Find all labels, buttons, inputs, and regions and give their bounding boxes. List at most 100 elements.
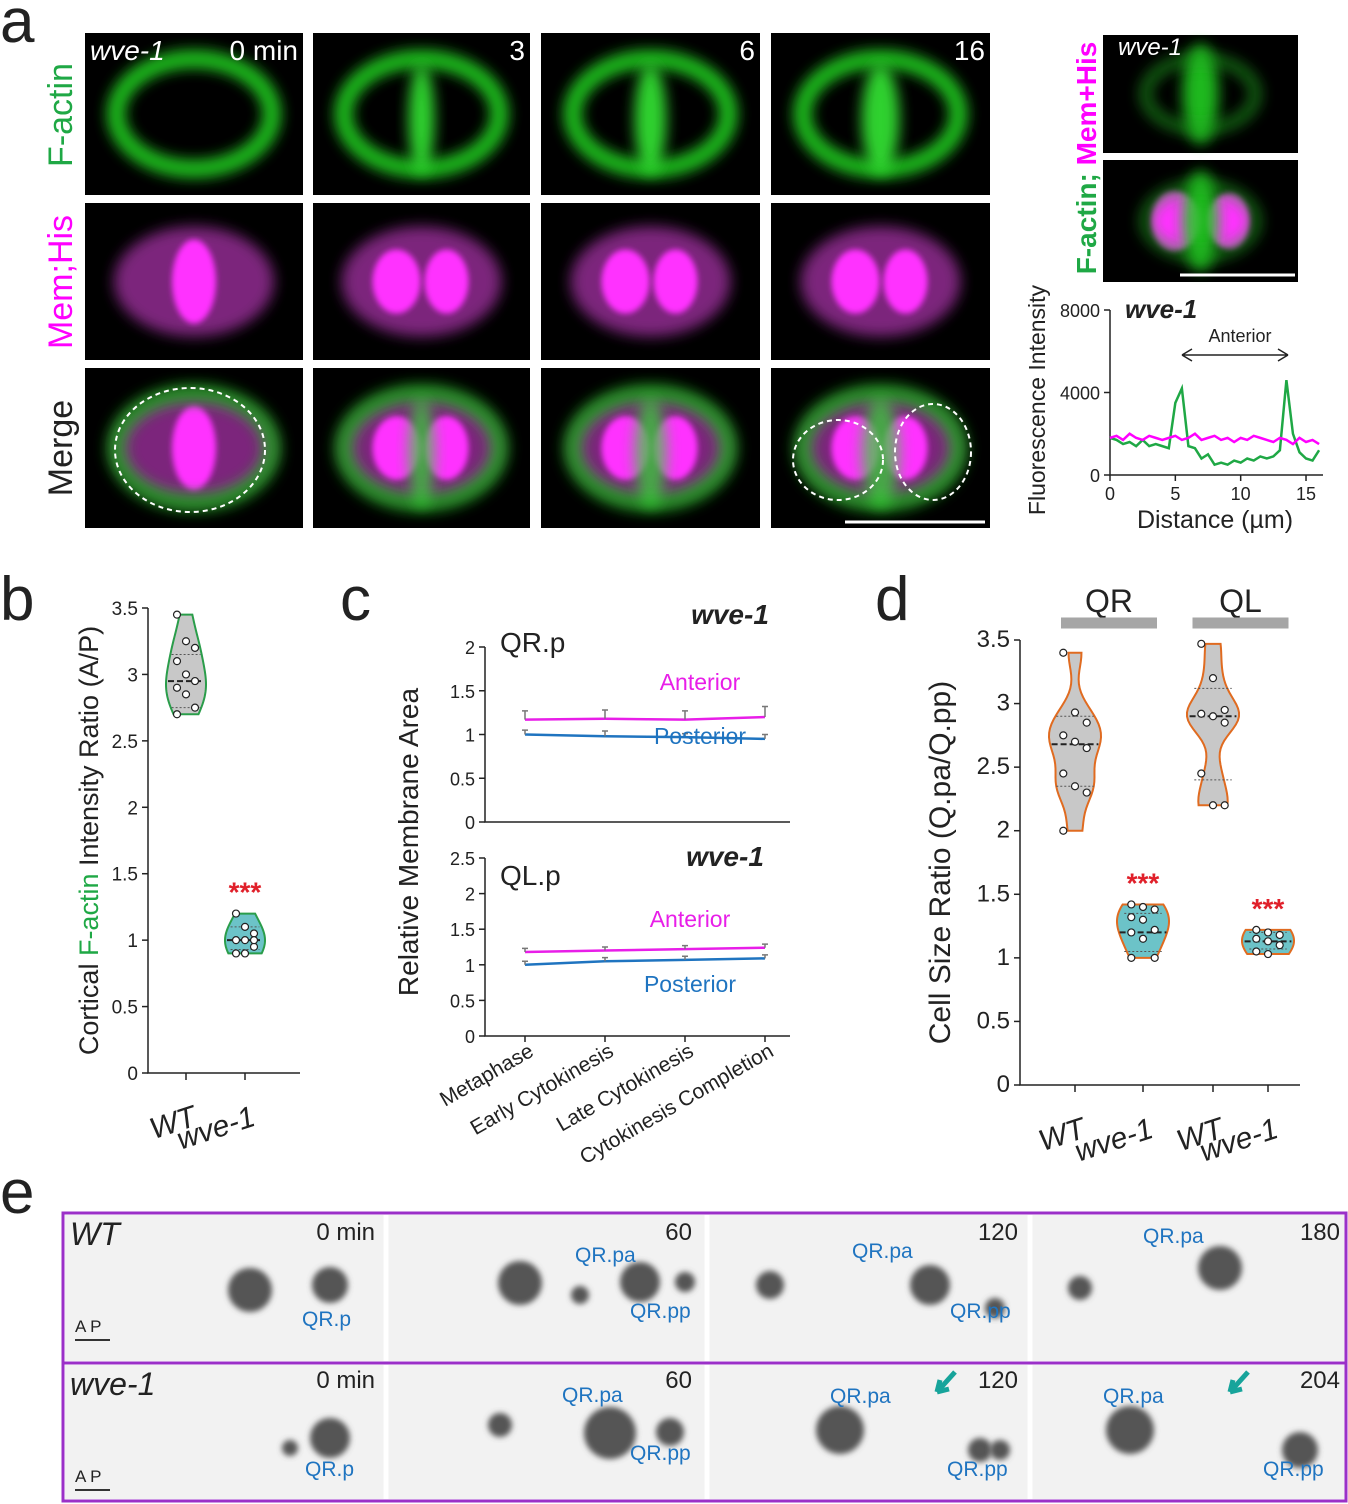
x-tick-label: Early Cytokinesis [467,1039,618,1139]
micrograph [313,368,530,528]
series-line [524,946,766,954]
y-axis-label-part: F-actin [74,874,104,957]
time-label: 0 min [316,1367,375,1394]
significance: *** [229,877,262,908]
data-point [1138,902,1148,912]
y-tick-label: 0.5 [977,1007,1010,1034]
row-label: WT [70,1216,122,1252]
cell-label: QR.pa [575,1244,636,1267]
nucleus [831,249,880,314]
cell [756,1271,784,1299]
data-point [190,643,200,652]
cell [498,1261,542,1305]
outline [792,419,884,501]
group-label: QL [1219,583,1262,619]
cell [584,1407,636,1459]
row-label: wve-1 [70,1366,155,1402]
x-tick-label: 15 [1296,484,1316,504]
y-tick-label: 0.5 [112,998,138,1019]
arrow [1227,1370,1250,1395]
membrane [800,226,961,337]
actin [1182,44,1219,144]
data-point [190,703,200,712]
data-point [1127,953,1136,962]
error-bar [682,955,688,960]
micrograph [313,203,530,360]
data-point [190,676,200,686]
data-point [1138,934,1148,943]
micrograph [771,203,990,360]
y-tick-label: 1 [465,726,475,746]
violin [164,613,208,716]
y-axis-label-part: Cortical [74,956,104,1055]
side-label-part: Mem+His [1071,42,1102,174]
cell [1106,1406,1154,1454]
y-tick-label: 3.5 [977,626,1010,653]
data-point [1059,826,1068,835]
cell [910,1265,950,1305]
image-tiles [65,33,1345,1499]
series-line [524,957,766,967]
time-label: 120 [978,1219,1018,1246]
arrow [934,1370,957,1395]
actin [1139,180,1262,262]
y-tick-label: 1.5 [112,865,138,886]
actin [107,50,281,178]
y-tick-label: 1.5 [977,880,1010,907]
time-label: 120 [978,1367,1018,1394]
cell-label: QR.pa [562,1384,623,1407]
data-point [1150,925,1159,934]
data-point [181,670,191,679]
axis-label: A P [75,1317,101,1336]
strain-label: wve-1 [1118,34,1182,61]
y-tick-label: 1.5 [450,682,475,702]
data-point [1070,708,1080,717]
data-point [1263,937,1273,946]
nucleus [172,239,216,324]
series-label: Posterior [654,723,746,749]
actin [861,64,900,174]
y-tick-label: 2 [127,798,138,819]
micrograph [85,368,303,528]
y-axis-label: Fluorescence Intensity [1024,284,1050,515]
arrow [1181,348,1289,362]
error-bar [522,960,528,965]
time-label: 180 [1300,1219,1340,1246]
strain-label: wve-1 [90,35,165,66]
error-bar [682,944,688,950]
actin [408,398,435,508]
data-point [1082,718,1091,727]
y-tick-label: 1 [465,956,475,976]
data-point [172,710,182,719]
membrane [341,226,502,337]
error-bar [682,732,688,738]
series-line [1109,379,1321,467]
error-bar [522,710,528,720]
micrograph [541,33,760,195]
error-bar [762,943,768,948]
error-bar [762,705,768,717]
time-label: 6 [739,35,755,66]
data-point [181,690,191,699]
micrograph [541,203,760,360]
time-label: 3 [509,35,525,66]
subplot-title: QR.p [500,627,565,658]
data-point [1208,801,1218,810]
data-point [1197,639,1206,648]
y-tick-label: 3 [997,690,1010,717]
data-point [249,942,259,951]
series-label: Posterior [644,971,736,997]
row-frame [61,1361,1348,1503]
cell-label: QR.pa [1103,1385,1164,1408]
error-bar [762,733,768,739]
data-point [1150,905,1159,914]
data-point [1208,674,1218,683]
series-line [524,733,766,741]
y-tick-label: 0 [465,813,475,833]
nucleus [372,249,421,314]
nucleus [653,249,698,314]
data-point [172,683,182,692]
data-point [249,929,259,938]
chart-title: wve-1 [1125,294,1197,324]
nucleus [172,406,216,490]
